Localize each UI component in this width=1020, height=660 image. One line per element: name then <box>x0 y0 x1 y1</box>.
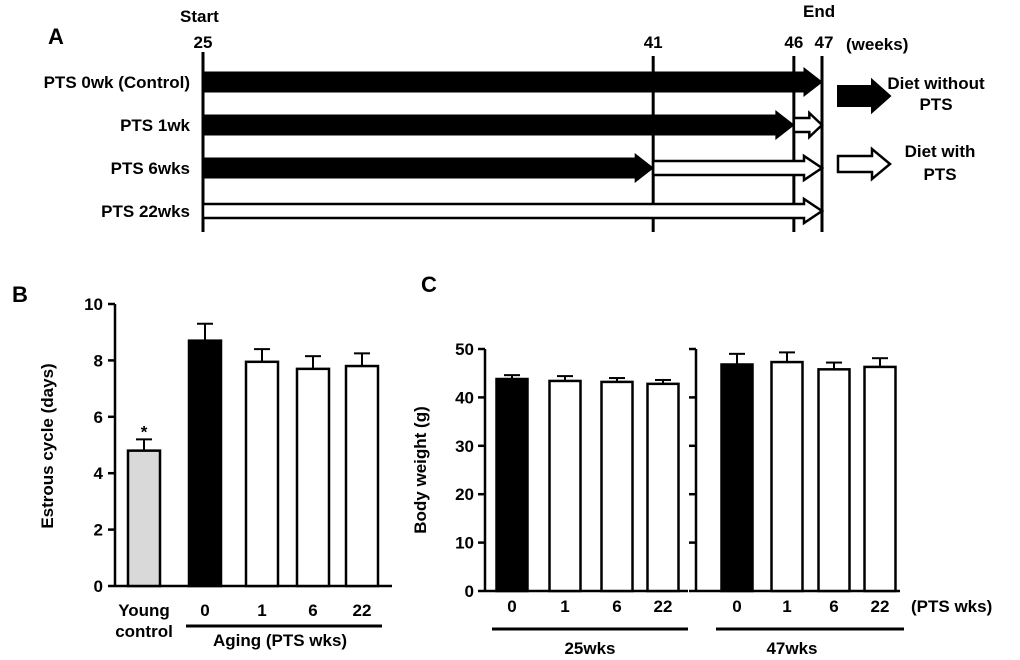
panel-c-y-tick-label: 30 <box>455 437 474 456</box>
weeks-unit-label: (weeks) <box>846 35 908 54</box>
panel-b-y-tick-label: 8 <box>94 351 103 370</box>
panel-c-x-axis-label: (PTS wks) <box>911 597 992 616</box>
panel-b-chart: 0 2 4 6 8 10 Young control 0 1 6 22 * <box>84 295 392 641</box>
week-label-41: 41 <box>644 33 663 52</box>
panel-b-bar-4 <box>344 364 380 588</box>
panel-b-bar-0 <box>126 449 162 588</box>
diet-without-pts-arrow <box>202 66 823 98</box>
panel-b-x-tick-label: Young <box>118 601 170 620</box>
diet-without-pts-arrow <box>202 152 654 184</box>
panel-c-47wks-bar-1 <box>770 360 804 593</box>
diet-with-pts-arrow <box>792 110 824 140</box>
row-label: PTS 6wks <box>111 159 190 178</box>
diet-with-pts-arrow <box>651 153 825 183</box>
panel-c-47wks-bar-3 <box>863 365 897 593</box>
panel-c-x-tick-label: 0 <box>732 597 741 616</box>
treatment-row: PTS 1wk <box>120 109 824 141</box>
panel-b-x-tick-label: control <box>115 622 173 641</box>
diet-without-pts-arrow-icon <box>837 77 892 115</box>
panel-b-x-tick-label: 22 <box>353 601 372 620</box>
panel-b-x-tick-label: 6 <box>308 601 317 620</box>
panel-a-label: A <box>48 24 64 49</box>
panel-c-y-tick-label: 50 <box>455 340 474 359</box>
panel-b-x-tick-label: 0 <box>200 601 209 620</box>
panel-c-x-tick-label: 22 <box>871 597 890 616</box>
week-label-47: 47 <box>815 33 834 52</box>
panel-b: B Estrous cycle (days) 0246810Youngcontr… <box>12 282 392 650</box>
legend-with-line1: Diet with <box>905 142 976 161</box>
treatment-row: PTS 22wks <box>101 196 825 226</box>
treatment-row: PTS 0wk (Control) <box>44 66 823 98</box>
week-label-25: 25 <box>194 33 213 52</box>
panel-c-x-tick-label: 6 <box>612 597 621 616</box>
row-label: PTS 1wk <box>120 116 190 135</box>
panel-c-x-tick-label: 22 <box>654 597 673 616</box>
panel-c-subchart-47wks: 0 1 6 22 <box>689 347 904 631</box>
diet-legend: Diet without PTS Diet with PTS <box>836 74 985 184</box>
panel-c-x-tick-label: 1 <box>560 597 569 616</box>
panel-b-label: B <box>12 282 28 307</box>
end-label: End <box>803 2 835 21</box>
panel-c-25wks-bar-0 <box>495 377 529 593</box>
panel-b-y-tick-label: 2 <box>94 521 103 540</box>
panel-b-bar-1 <box>187 339 223 588</box>
panel-b-y-tick-label: 10 <box>84 295 103 314</box>
panel-c-x-tick-label: 6 <box>829 597 838 616</box>
treatment-rows: PTS 0wk (Control) PTS 1wk PTS 6wks PTS 22wk… <box>44 66 825 226</box>
panel-b-y-tick-label: 4 <box>94 464 104 483</box>
panel-c-label: C <box>421 272 437 297</box>
panel-c-x-tick-label: 1 <box>782 597 791 616</box>
panel-c-25wks-bar-1 <box>548 379 582 593</box>
panel-b-x-tick-label: 1 <box>257 601 266 620</box>
panel-c-y-tick-label: 0 <box>465 582 474 601</box>
panel-c-y-tick-label: 40 <box>455 388 474 407</box>
panel-c-x-tick-label: 0 <box>507 597 516 616</box>
panel-b-group-label: Aging (PTS wks) <box>213 631 347 650</box>
panel-a: A Start End (weeks) 25 41 46 47 PTS 0wk (Co… <box>44 2 985 232</box>
diet-without-pts-arrow <box>202 109 795 141</box>
panel-c-25wks-bar-3 <box>646 382 680 593</box>
row-label: PTS 0wk (Control) <box>44 73 190 92</box>
diet-with-pts-arrow-icon <box>836 146 892 182</box>
panel-b-y-tick-label: 0 <box>94 577 103 596</box>
start-label: Start <box>180 7 219 26</box>
week-label-46: 46 <box>784 33 803 52</box>
treatment-row: PTS 6wks <box>111 152 825 184</box>
panel-c-group-label-47wks: 47wks <box>766 639 817 658</box>
legend-with-line2: PTS <box>923 165 956 184</box>
panel-c-chart: 0 10 20 30 40 50 0 1 6 22 0 1 6 22 <box>455 340 904 631</box>
panel-c-group-label-25wks: 25wks <box>564 639 615 658</box>
panel-b-y-tick-label: 6 <box>94 408 103 427</box>
panel-b-y-axis-label: Estrous cycle (days) <box>38 363 57 528</box>
panel-b-bar-2 <box>244 360 280 588</box>
legend-without-line2: PTS <box>919 95 952 114</box>
panel-c-subchart-25wks: 0 10 20 30 40 50 0 1 6 22 <box>455 340 688 631</box>
panel-b-bar-3 <box>295 367 331 588</box>
panel-c-47wks-bar-2 <box>817 368 851 593</box>
significance-asterisk: * <box>141 422 148 441</box>
panel-c-y-tick-label: 10 <box>455 534 474 553</box>
panel-c-47wks-bar-0 <box>720 363 754 593</box>
panel-c-25wks-bar-2 <box>600 380 634 593</box>
diet-with-pts-arrow <box>201 196 825 226</box>
panel-c-y-tick-label: 20 <box>455 485 474 504</box>
row-label: PTS 22wks <box>101 202 190 221</box>
legend-without-line1: Diet without <box>887 74 985 93</box>
panel-c-y-axis-label: Body weight (g) <box>411 406 430 533</box>
